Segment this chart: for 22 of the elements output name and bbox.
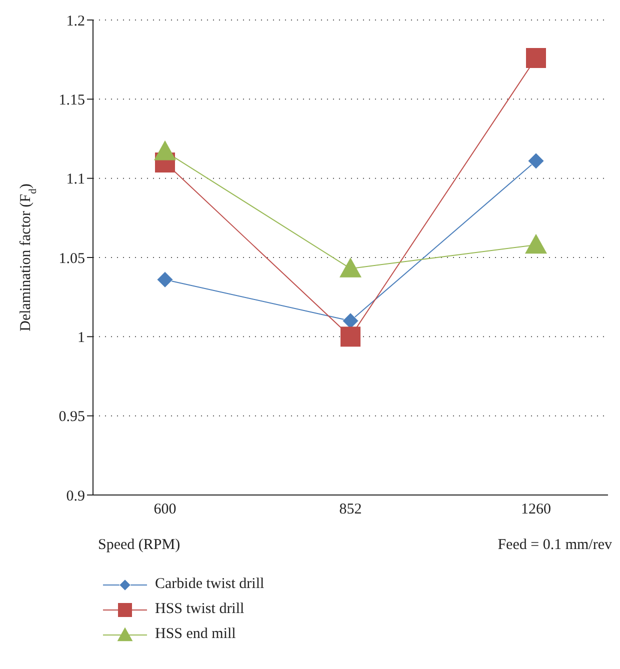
legend-label: HSS twist drill bbox=[155, 601, 244, 618]
x-axis-title: Speed (RPM) bbox=[98, 537, 180, 554]
x-tick-label: 600 bbox=[154, 502, 176, 518]
y-tick-label: 1.1 bbox=[66, 172, 85, 188]
point bbox=[154, 140, 176, 160]
legend-label: Carbide twist drill bbox=[155, 576, 264, 593]
y-tick-label: 1.2 bbox=[66, 13, 85, 30]
point bbox=[526, 48, 546, 68]
point bbox=[340, 326, 360, 347]
y-tick-label: 1.05 bbox=[58, 250, 85, 267]
y-tick-label: 1 bbox=[78, 330, 85, 346]
y-tick-label: 1.15 bbox=[58, 92, 85, 108]
point bbox=[340, 258, 362, 278]
y-tick-label: 0.9 bbox=[66, 488, 85, 504]
legend-label: HSS end mill bbox=[155, 626, 236, 643]
text: Feed = 0.1 mm/rev bbox=[498, 537, 612, 554]
y-tick-label: 0.95 bbox=[58, 409, 85, 426]
point bbox=[528, 152, 544, 170]
point bbox=[156, 271, 174, 288]
point bbox=[525, 234, 547, 254]
x-tick-label: 1260 bbox=[521, 502, 551, 518]
x-tick-label: 852 bbox=[339, 502, 362, 518]
